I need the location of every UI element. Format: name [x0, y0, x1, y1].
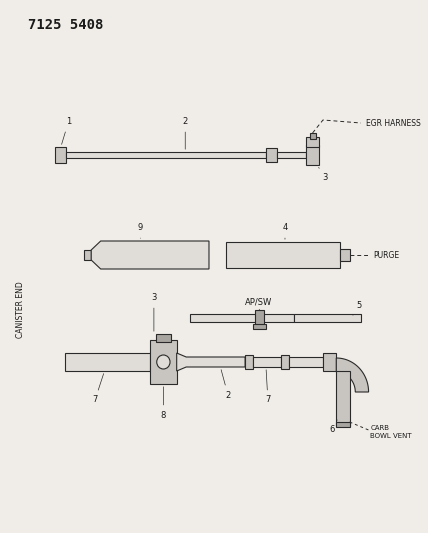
Text: EGR HARNESS: EGR HARNESS: [366, 118, 420, 127]
Bar: [336, 371, 350, 426]
Text: CANISTER END: CANISTER END: [16, 281, 25, 338]
Bar: [294, 314, 361, 322]
Text: 8: 8: [160, 387, 166, 419]
Text: 7: 7: [92, 374, 104, 405]
Polygon shape: [177, 353, 245, 371]
Bar: [277, 152, 306, 158]
Bar: [190, 314, 294, 322]
Text: 2: 2: [183, 117, 188, 149]
Bar: [306, 145, 319, 165]
Bar: [245, 355, 253, 369]
Text: 5: 5: [353, 302, 362, 316]
Text: 3: 3: [319, 167, 327, 182]
Polygon shape: [91, 241, 209, 269]
Text: 9: 9: [138, 223, 143, 238]
Text: PURGE: PURGE: [373, 251, 399, 260]
Bar: [266, 148, 277, 162]
Bar: [253, 324, 266, 329]
Bar: [255, 310, 264, 326]
Circle shape: [157, 355, 170, 369]
Text: CARB
BOWL VENT: CARB BOWL VENT: [371, 425, 412, 439]
Text: 3: 3: [151, 294, 157, 331]
Text: 6: 6: [330, 420, 337, 434]
Text: 2: 2: [221, 370, 231, 400]
Bar: [340, 249, 350, 261]
Bar: [156, 334, 171, 342]
Bar: [66, 152, 266, 158]
Bar: [323, 353, 336, 371]
Text: 7: 7: [265, 370, 270, 405]
Bar: [65, 353, 150, 371]
Bar: [310, 133, 316, 139]
Text: 1: 1: [62, 117, 71, 144]
Bar: [253, 357, 281, 367]
Bar: [289, 357, 323, 367]
Bar: [281, 355, 289, 369]
Polygon shape: [336, 358, 369, 392]
Bar: [83, 250, 91, 260]
Text: AP/SW: AP/SW: [245, 297, 272, 310]
Text: 4: 4: [282, 223, 288, 239]
Bar: [55, 147, 66, 163]
Text: 7125 5408: 7125 5408: [29, 18, 104, 32]
Bar: [336, 422, 350, 427]
Bar: [150, 340, 177, 384]
Bar: [226, 242, 340, 268]
Bar: [306, 137, 319, 147]
